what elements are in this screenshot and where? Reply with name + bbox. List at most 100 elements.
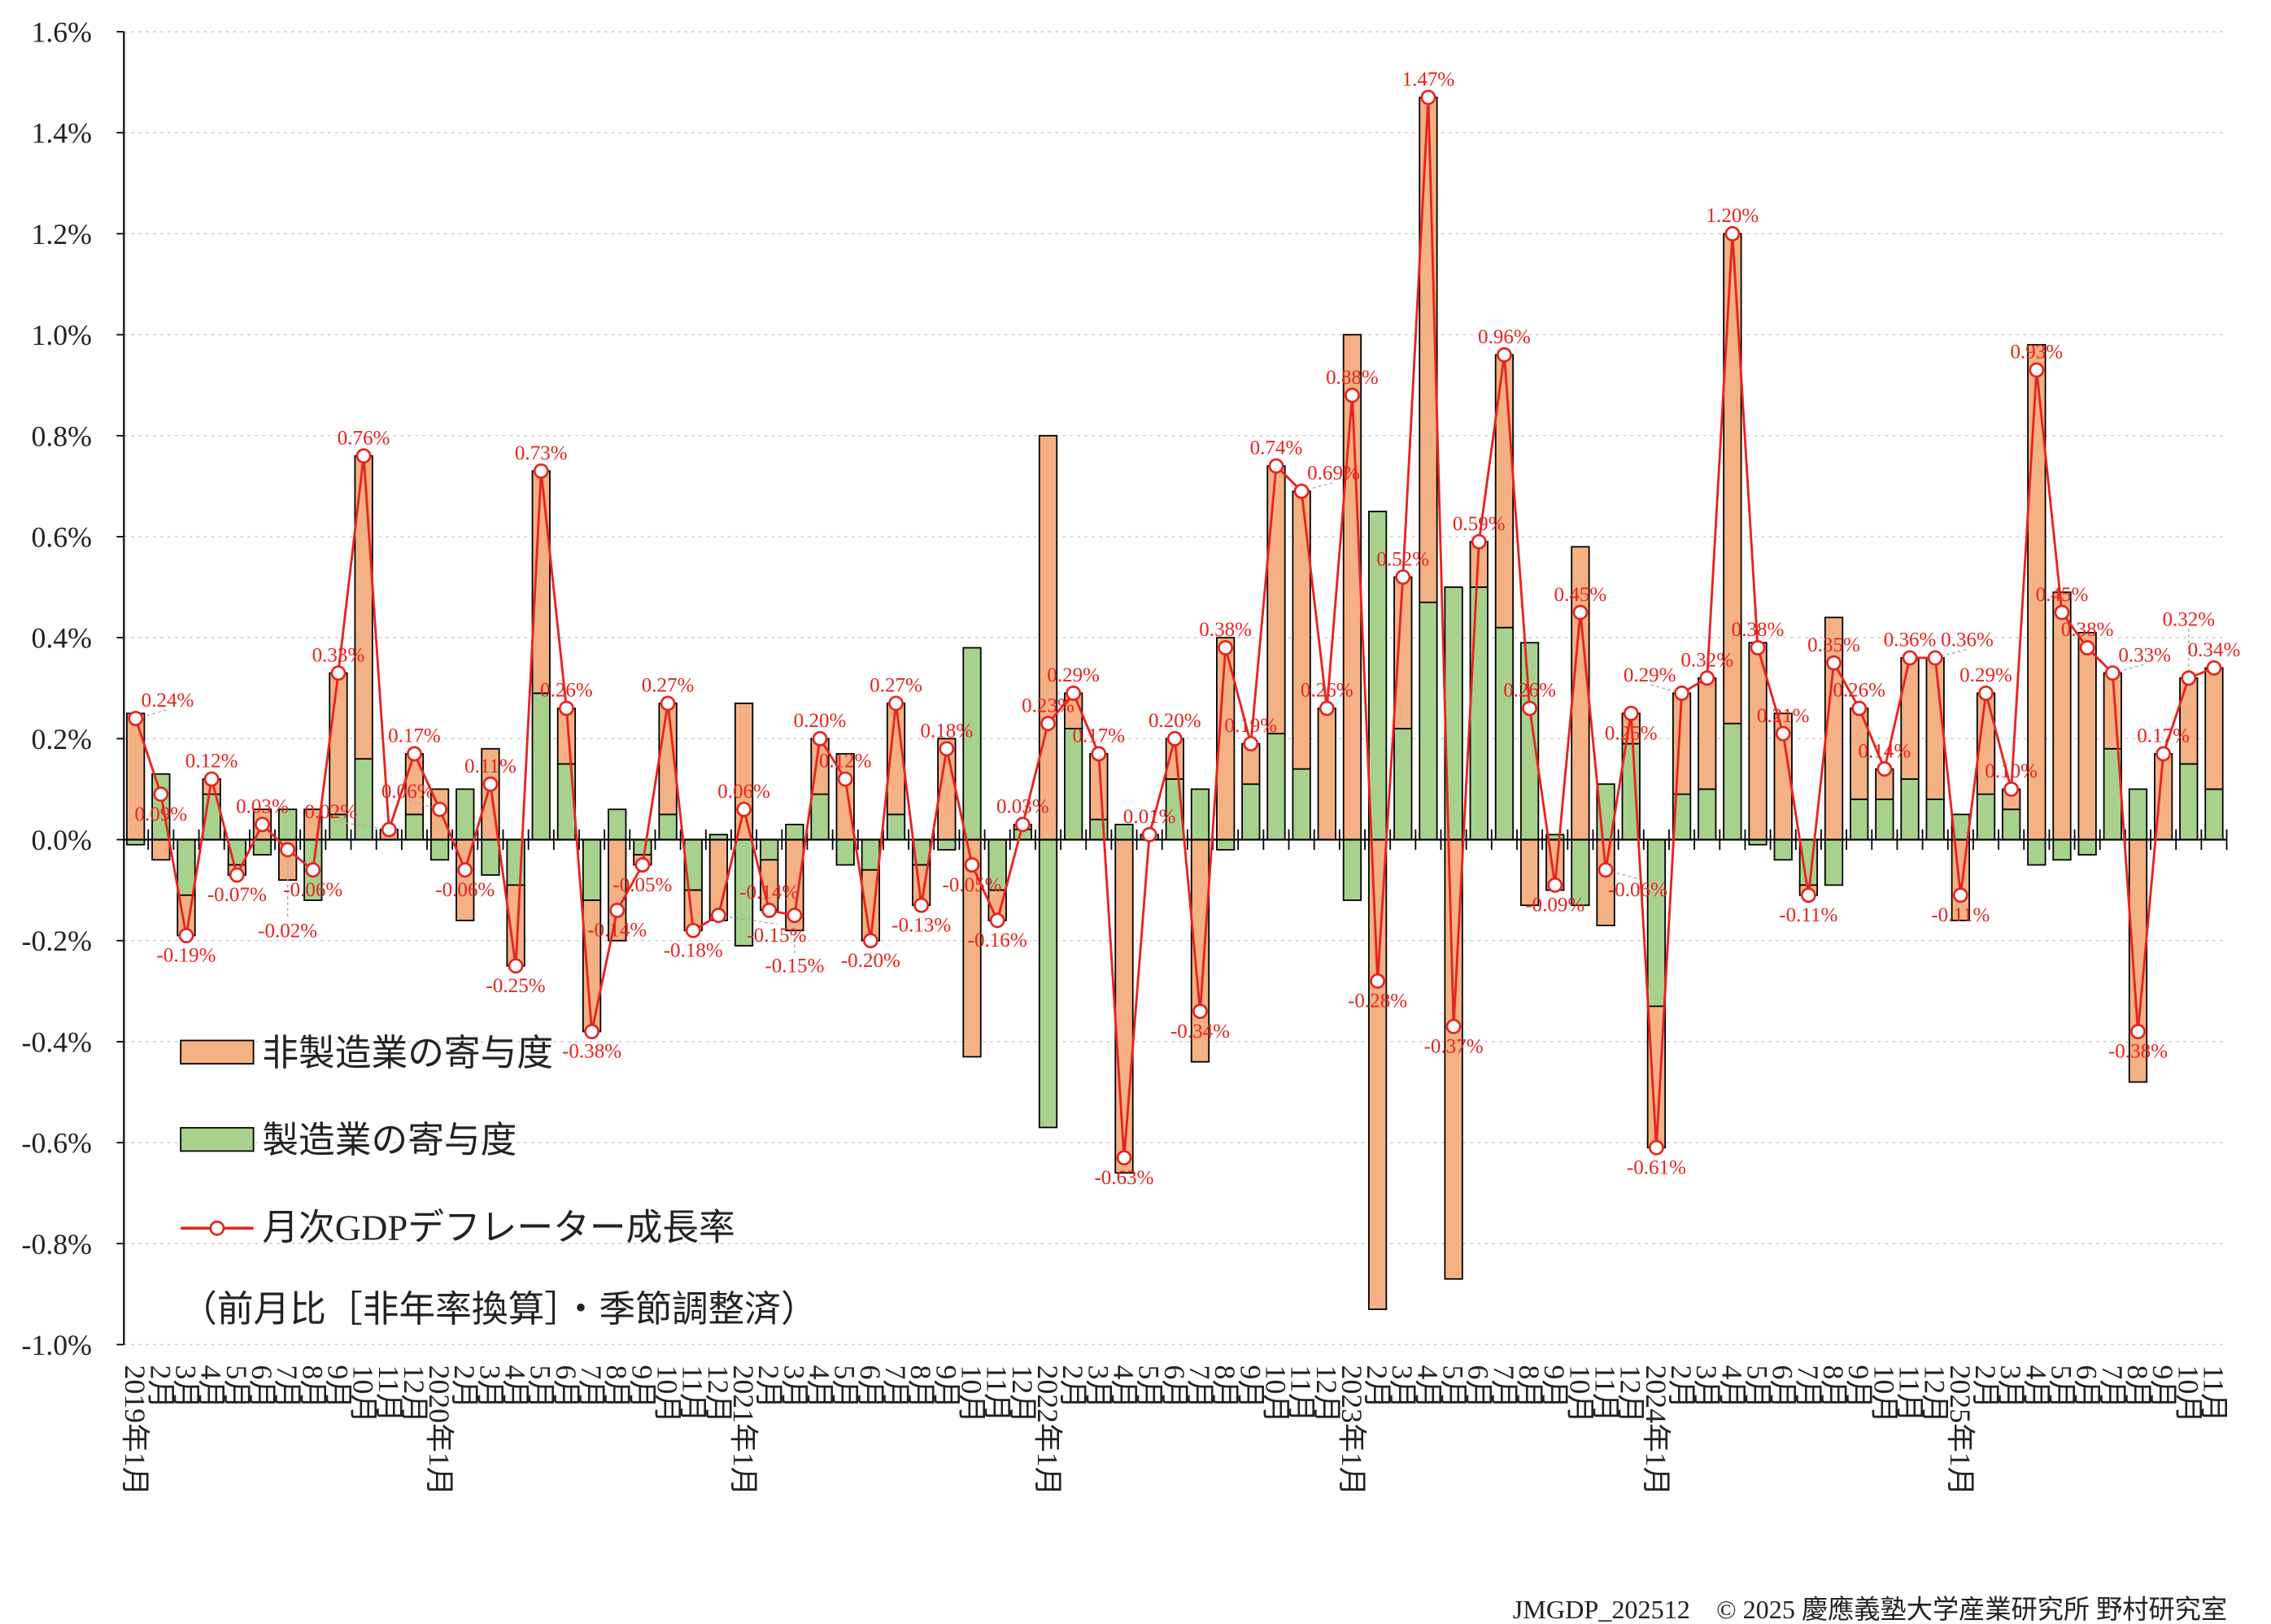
x-tick-label: 12月 [1919,1365,1951,1423]
total-point [1014,816,1031,833]
manufacturing-bar [1292,768,1311,841]
data-label: 0.33% [312,644,365,666]
data-label: 0.69% [1307,463,1360,485]
data-label: -0.15% [765,955,824,977]
total-point [1775,725,1791,742]
legend-swatch-manufacturing [180,1126,255,1152]
y-tick-label: 1.0% [31,319,92,351]
total-point [1699,670,1715,686]
manufacturing-bar [1419,601,1438,841]
data-label: -0.19% [156,945,216,967]
x-tick-label: 7月 [1792,1365,1824,1408]
manufacturing-bar [658,813,678,841]
data-label: 0.73% [515,442,568,464]
data-label: 0.34% [2188,639,2241,661]
x-tick-label: 3月 [1994,1365,2027,1408]
total-point [1497,347,1512,363]
data-label: 0.52% [1376,548,1429,570]
data-label: 0.59% [1453,513,1506,535]
x-tick-label: 8月 [1513,1365,1545,1408]
y-tick-label: 1.4% [31,117,92,150]
x-tick-label: 6月 [854,1365,887,1408]
manufacturing-bar [2027,838,2047,866]
total-point [1826,655,1842,671]
manufacturing-bar [2204,788,2224,841]
total-point [1166,730,1183,747]
data-label: -0.61% [1627,1156,1686,1178]
x-tick-label: 9月 [1234,1365,1266,1408]
x-tick-label: 2022年1月 [1031,1365,1064,1496]
y-tick-label: 0.6% [31,520,92,553]
x-tick-label: 7月 [879,1365,912,1408]
non-manufacturing-bar [1114,838,1134,1174]
manufacturing-bar [1976,793,1996,841]
non-manufacturing-bar [1367,838,1388,1310]
total-point [989,912,1005,929]
total-point [812,730,828,747]
total-point [1547,877,1563,893]
manufacturing-bar [1494,626,1515,841]
total-point [1293,483,1310,499]
total-point [1674,686,1689,701]
x-tick-label: 7月 [575,1365,608,1408]
x-tick-label: 12月 [1310,1365,1343,1423]
total-point [381,821,397,838]
data-label: 0.32% [1680,649,1733,671]
x-tick-label: 6月 [1767,1365,1799,1408]
data-label: -0.63% [1094,1167,1153,1189]
data-label: 0.03% [236,796,289,818]
manufacturing-bar [1519,642,1540,841]
data-label: 0.96% [1478,326,1531,348]
x-tick-label: 8月 [904,1365,937,1408]
data-label: -0.28% [1348,991,1407,1012]
x-tick-label: 3月 [1690,1365,1723,1408]
x-tick-label: 10月 [955,1365,987,1423]
data-label: 0.25% [1605,722,1658,744]
data-label: 0.06% [381,781,434,803]
x-tick-label: 9月 [321,1365,354,1408]
data-label: 0.74% [1250,438,1303,459]
total-point [736,801,752,817]
x-tick-label: 7月 [2096,1365,2129,1408]
manufacturing-bar [962,647,982,841]
manufacturing-bar [2077,838,2097,856]
manufacturing-bar [177,838,196,896]
x-tick-label: 7月 [1488,1365,1520,1408]
x-tick-label: 2月 [1057,1365,1089,1408]
x-tick-label: 4月 [2020,1365,2052,1408]
total-point [685,922,701,938]
non-manufacturing-bar [151,838,171,861]
manufacturing-bar [404,813,425,841]
x-tick-label: 2月 [1969,1365,2002,1408]
manufacturing-bar [1698,788,1717,841]
x-tick-label: 8月 [1817,1365,1850,1408]
total-point [1978,686,1994,701]
x-tick-label: 3月 [778,1365,810,1408]
data-label: 0.02% [304,801,357,823]
data-label: 0.12% [185,751,238,773]
y-tick-label: 0.8% [31,420,92,452]
y-tick-label: -0.4% [22,1025,92,1058]
total-point [1040,716,1056,732]
data-label: 0.76% [338,427,390,449]
legend-note: （前月比［非年率換算］・季節調整済） [181,1289,817,1330]
manufacturing-bar [354,758,373,841]
y-tick-label: 1.2% [31,218,92,250]
total-point [888,695,904,712]
total-point [1420,89,1436,106]
y-axis-ticks: -1.0% -0.8% -0.6% -0.4% -0.2% 0.0% 0.2% 0.4% 0.6… [22,16,124,1361]
manufacturing-bar [810,793,830,841]
total-point [2181,670,2197,686]
total-point [533,463,549,479]
data-label: -0.06% [435,879,495,901]
data-label: 0.45% [2036,584,2089,606]
data-label: 0.12% [819,751,872,773]
data-label: 0.18% [921,720,974,742]
x-tick-label: 8月 [1209,1365,1241,1408]
manufacturing-bar [937,838,957,851]
data-label: 0.26% [540,680,593,702]
x-tick-label: 4月 [1107,1365,1140,1408]
total-point [2003,782,2020,797]
total-point [1445,1018,1462,1034]
x-tick-label: 2023年1月 [1336,1365,1368,1496]
